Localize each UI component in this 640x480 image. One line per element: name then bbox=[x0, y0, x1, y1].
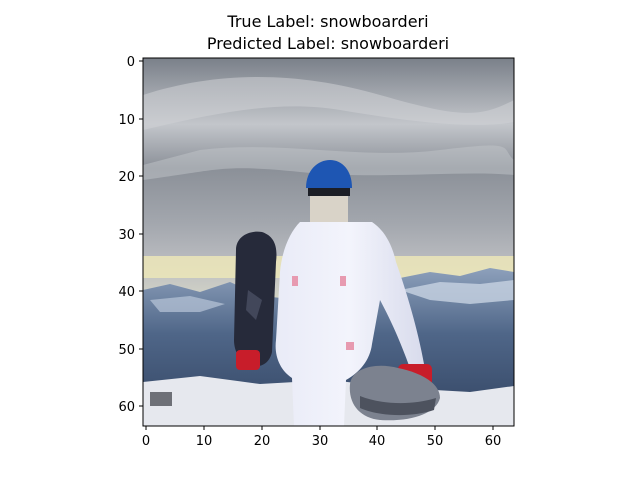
x-tick-marks bbox=[145, 426, 494, 430]
rock bbox=[150, 392, 172, 406]
y-tick-label: 40 bbox=[118, 285, 135, 300]
x-tick-label: 0 bbox=[142, 434, 150, 449]
jacket bbox=[275, 222, 424, 426]
jacket-detail bbox=[340, 276, 346, 286]
y-tick-labels: 0 10 20 30 40 50 60 bbox=[118, 55, 135, 415]
title-predicted-label: Predicted Label: snowboarderi bbox=[207, 34, 449, 53]
x-tick-label: 30 bbox=[312, 434, 329, 449]
y-tick-label: 20 bbox=[118, 170, 135, 185]
cloud-streak bbox=[143, 76, 514, 130]
photo bbox=[143, 58, 514, 426]
mountain-snow bbox=[150, 296, 225, 312]
y-tick-label: 50 bbox=[118, 343, 135, 358]
y-tick-label: 60 bbox=[118, 400, 135, 415]
x-tick-label: 40 bbox=[369, 434, 386, 449]
x-tick-label: 20 bbox=[254, 434, 271, 449]
plot-frame bbox=[142, 57, 515, 427]
y-tick-label: 30 bbox=[118, 228, 135, 243]
goggles bbox=[308, 186, 350, 196]
y-tick-label: 0 bbox=[127, 55, 135, 70]
y-tick-label: 10 bbox=[118, 113, 135, 128]
title-true-label: True Label: snowboarderi bbox=[226, 12, 428, 31]
x-tick-label: 10 bbox=[196, 434, 213, 449]
x-tick-label: 60 bbox=[485, 434, 502, 449]
jacket-detail bbox=[346, 342, 354, 350]
face bbox=[310, 192, 348, 222]
jacket-detail bbox=[292, 276, 298, 286]
y-tick-marks bbox=[139, 60, 143, 407]
carried-helmet-shade bbox=[360, 396, 436, 416]
glove-left bbox=[236, 350, 260, 370]
x-tick-label: 50 bbox=[427, 434, 444, 449]
beanie bbox=[306, 160, 352, 188]
mountain-snow bbox=[400, 280, 514, 304]
x-tick-labels: 0 10 20 30 40 50 60 bbox=[142, 434, 501, 449]
snowboard-graphic bbox=[246, 290, 262, 320]
